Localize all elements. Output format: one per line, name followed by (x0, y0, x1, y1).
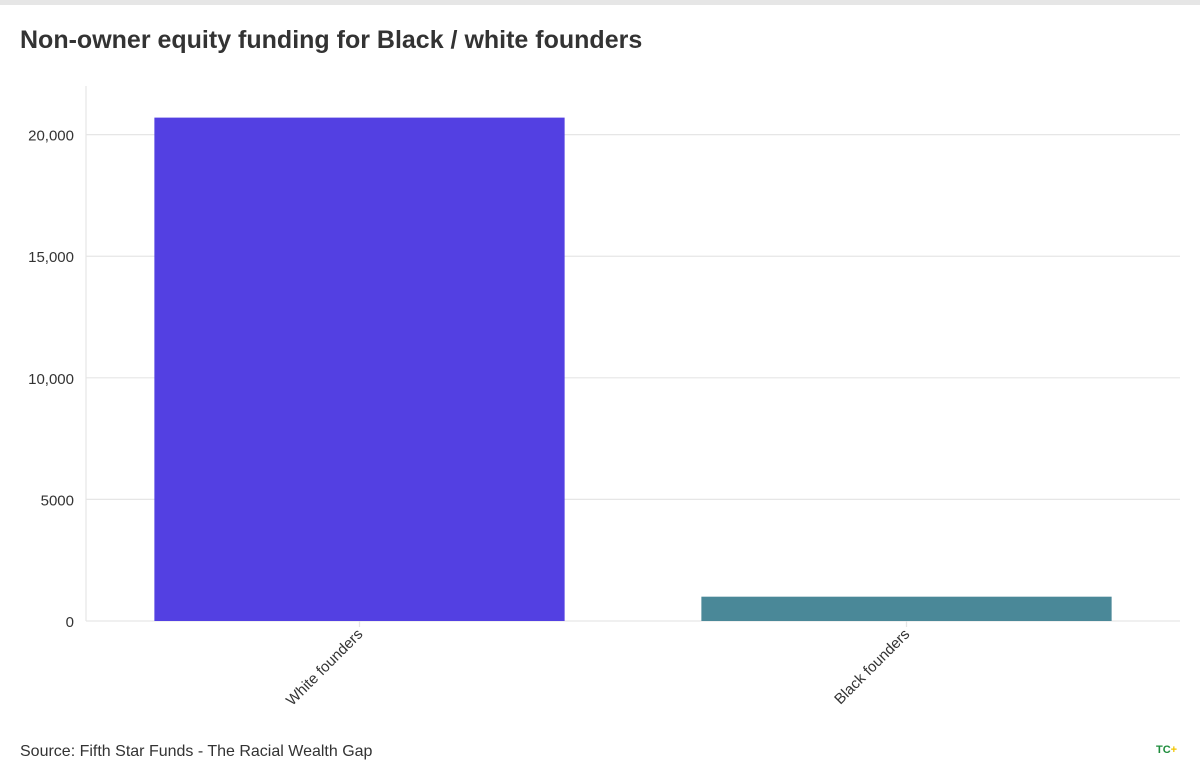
bar (154, 117, 565, 621)
chart-title: Non-owner equity funding for Black / whi… (20, 26, 643, 54)
top-rule (0, 0, 1200, 5)
x-tick-label: Black founders (831, 626, 913, 708)
logo-plus: + (1170, 744, 1178, 756)
y-tick-label: 10,000 (28, 371, 74, 388)
techcrunch-plus-logo: TC+ (1156, 744, 1177, 756)
logo-text: TC (1156, 744, 1171, 756)
bar (701, 596, 1112, 621)
y-tick-label: 15,000 (28, 249, 74, 266)
x-tick-label: White founders (283, 626, 366, 709)
y-tick-label: 20,000 (28, 128, 74, 145)
source-note: Source: Fifth Star Funds - The Racial We… (20, 743, 373, 760)
y-tick-label: 5000 (41, 492, 74, 509)
y-tick-label: 0 (66, 614, 74, 631)
